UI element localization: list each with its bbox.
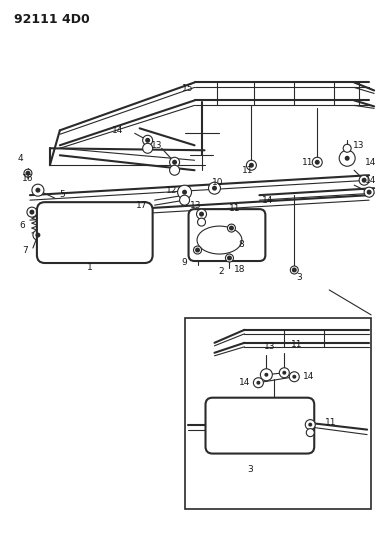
Text: 17: 17	[136, 200, 147, 209]
Text: 14: 14	[239, 378, 250, 387]
Circle shape	[179, 195, 190, 205]
Circle shape	[33, 230, 43, 240]
Circle shape	[253, 378, 264, 387]
Text: 13: 13	[190, 200, 201, 209]
Circle shape	[292, 375, 296, 379]
Circle shape	[208, 182, 221, 194]
Circle shape	[305, 419, 315, 430]
Circle shape	[256, 381, 261, 385]
Text: 13: 13	[353, 141, 365, 150]
Circle shape	[24, 169, 32, 177]
Text: 92111 4D0: 92111 4D0	[14, 13, 90, 26]
Circle shape	[178, 185, 192, 199]
Text: 11: 11	[229, 204, 240, 213]
Circle shape	[227, 255, 232, 261]
FancyBboxPatch shape	[37, 202, 153, 263]
Circle shape	[170, 157, 179, 167]
Circle shape	[143, 143, 153, 154]
Circle shape	[364, 187, 374, 197]
Text: 9: 9	[182, 257, 187, 266]
Text: 2: 2	[219, 268, 224, 277]
Circle shape	[247, 160, 256, 170]
Circle shape	[312, 157, 322, 167]
Circle shape	[196, 209, 207, 219]
Circle shape	[35, 232, 40, 238]
Circle shape	[308, 423, 312, 426]
Circle shape	[25, 171, 31, 176]
Circle shape	[315, 160, 320, 165]
Text: 10: 10	[212, 177, 223, 187]
Circle shape	[29, 209, 34, 215]
Circle shape	[199, 212, 204, 216]
Circle shape	[289, 372, 299, 382]
Circle shape	[145, 138, 150, 143]
Circle shape	[366, 190, 372, 195]
Circle shape	[229, 225, 234, 231]
FancyBboxPatch shape	[188, 209, 265, 261]
Ellipse shape	[197, 226, 242, 254]
Circle shape	[172, 160, 177, 165]
Circle shape	[282, 371, 286, 375]
Circle shape	[290, 266, 298, 274]
Circle shape	[170, 165, 179, 175]
Text: 3: 3	[248, 465, 253, 474]
Circle shape	[27, 207, 37, 217]
Text: 7: 7	[22, 246, 28, 255]
Circle shape	[339, 150, 355, 166]
Circle shape	[264, 373, 268, 377]
Text: 16: 16	[22, 174, 34, 183]
Bar	[185, 318, 371, 510]
Circle shape	[193, 246, 202, 254]
Text: 4: 4	[17, 154, 23, 163]
Circle shape	[279, 368, 289, 378]
Circle shape	[212, 185, 217, 191]
Circle shape	[292, 268, 297, 272]
Text: 14: 14	[262, 196, 273, 205]
Circle shape	[143, 135, 153, 146]
Circle shape	[227, 224, 236, 232]
Circle shape	[261, 369, 272, 381]
Circle shape	[32, 184, 44, 196]
Text: 11: 11	[242, 166, 253, 175]
Text: 14: 14	[365, 176, 377, 185]
Text: 13: 13	[151, 141, 162, 150]
Circle shape	[225, 254, 233, 262]
Circle shape	[35, 188, 40, 192]
Circle shape	[249, 163, 254, 168]
Text: 3: 3	[296, 273, 302, 282]
Text: 11: 11	[302, 158, 313, 167]
Text: 15: 15	[182, 84, 193, 93]
Text: 11: 11	[291, 340, 302, 349]
Circle shape	[359, 175, 369, 185]
Text: 14: 14	[112, 126, 123, 135]
Text: 6: 6	[19, 221, 25, 230]
Text: 14: 14	[303, 372, 314, 381]
Text: 13: 13	[264, 342, 275, 351]
FancyBboxPatch shape	[205, 398, 314, 454]
Text: 14: 14	[365, 158, 377, 167]
Circle shape	[343, 144, 351, 152]
Circle shape	[306, 429, 314, 437]
Text: 1: 1	[87, 263, 93, 272]
Text: 8: 8	[239, 239, 244, 248]
Circle shape	[195, 247, 200, 253]
Text: 18: 18	[234, 265, 245, 274]
Circle shape	[362, 177, 366, 183]
Circle shape	[198, 218, 205, 226]
Text: 11: 11	[325, 418, 336, 427]
Text: 5: 5	[59, 190, 65, 199]
Text: 12: 12	[166, 185, 177, 195]
Circle shape	[345, 156, 350, 161]
Circle shape	[182, 190, 187, 195]
